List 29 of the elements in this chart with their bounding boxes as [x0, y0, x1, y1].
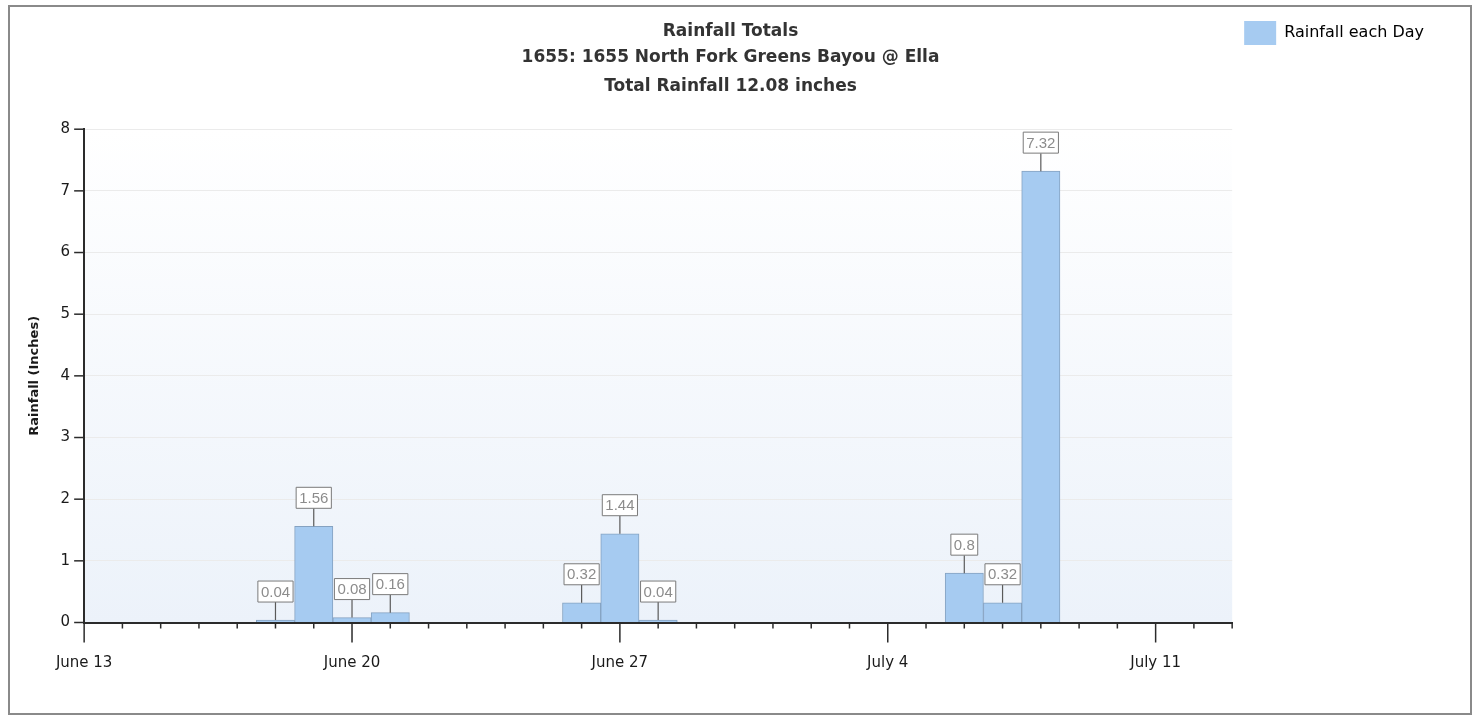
y-tick-label: 6: [60, 242, 71, 261]
data-label: 0.04: [260, 582, 291, 600]
data-label: 0.16: [375, 575, 405, 593]
x-tick-label: July 4: [866, 652, 909, 671]
y-tick-label: 3: [60, 427, 71, 446]
data-label: 0.04: [643, 582, 673, 600]
data-label: 1.44: [605, 496, 635, 514]
y-axis-title: Rainfall (Inches): [26, 315, 42, 436]
y-tick-label: 4: [60, 365, 71, 384]
text: Total Rainfall 12.08 inches: [604, 75, 857, 96]
data-label: 0.8: [953, 535, 975, 553]
y-tick-label: 1: [60, 550, 71, 569]
x-tick-label: June 27: [590, 652, 649, 671]
x-tick-label: June 13: [54, 652, 113, 671]
y-tick-label: 7: [60, 180, 71, 199]
y-tick-label: 5: [60, 304, 71, 323]
data-label: 0.32: [987, 565, 1018, 583]
chart-subtitle: 1655: 1655 North Fork Greens Bayou @ Ella: [521, 46, 940, 67]
y-tick-label: 8: [60, 119, 71, 138]
data-label: 0.32: [567, 565, 597, 583]
x-tick-label: July 11: [1129, 652, 1182, 671]
y-tick-label: 2: [60, 489, 71, 508]
chart-title: Rainfall Totals: [662, 19, 799, 40]
data-label: 7.32: [1026, 133, 1056, 151]
data-label: 1.56: [299, 488, 329, 506]
data-label: 0.08: [337, 580, 367, 598]
legend-label: Rainfall each Day: [1284, 22, 1425, 42]
y-tick-label: 0: [60, 612, 71, 631]
x-tick-label: June 20: [322, 652, 381, 671]
